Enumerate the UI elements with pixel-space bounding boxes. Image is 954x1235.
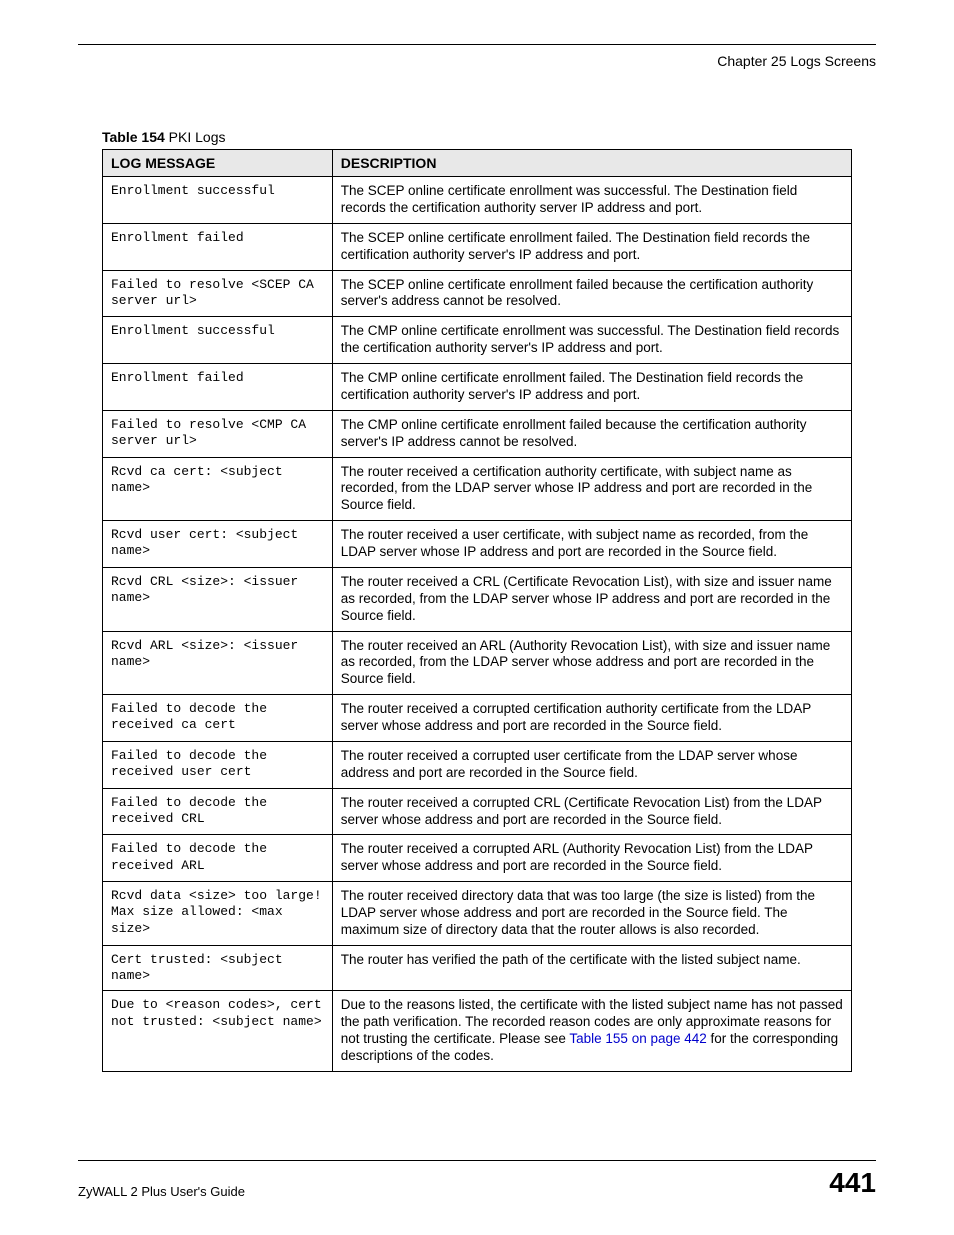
- log-message-cell: Enrollment successful: [103, 177, 333, 224]
- table-row: Failed to decode the received ca cert Th…: [103, 695, 852, 742]
- log-message-cell: Cert trusted: <subject name>: [103, 945, 333, 991]
- table-row: Rcvd data <size> too large! Max size all…: [103, 882, 852, 946]
- log-message-cell: Rcvd user cert: <subject name>: [103, 521, 333, 568]
- log-message-cell: Due to <reason codes>, cert not trusted:…: [103, 991, 333, 1072]
- col-log-message: LOG MESSAGE: [103, 150, 333, 177]
- description-cell: The router received an ARL (Authority Re…: [332, 631, 851, 695]
- table-row: Rcvd user cert: <subject name> The route…: [103, 521, 852, 568]
- description-cell: The SCEP online certificate enrollment w…: [332, 177, 851, 224]
- description-cell: The CMP online certificate enrollment fa…: [332, 364, 851, 411]
- log-message-cell: Failed to decode the received CRL: [103, 788, 333, 835]
- description-cell: The router received directory data that …: [332, 882, 851, 946]
- description-cell: The router received a corrupted user cer…: [332, 741, 851, 788]
- table-caption: Table 154 PKI Logs: [102, 129, 876, 145]
- page-footer: ZyWALL 2 Plus User's Guide 441: [78, 1160, 876, 1199]
- description-cell: The CMP online certificate enrollment fa…: [332, 410, 851, 457]
- log-message-cell: Failed to decode the received ARL: [103, 835, 333, 882]
- description-cell: The CMP online certificate enrollment wa…: [332, 317, 851, 364]
- footer-rule: [78, 1160, 876, 1161]
- log-message-cell: Failed to decode the received ca cert: [103, 695, 333, 742]
- table-row: Failed to decode the received CRL The ro…: [103, 788, 852, 835]
- description-cell: The SCEP online certificate enrollment f…: [332, 223, 851, 270]
- table-number: Table 154: [102, 129, 165, 145]
- table-row: Rcvd ca cert: <subject name> The router …: [103, 457, 852, 521]
- col-description: DESCRIPTION: [332, 150, 851, 177]
- log-message-cell: Rcvd data <size> too large! Max size all…: [103, 882, 333, 946]
- log-message-cell: Enrollment failed: [103, 364, 333, 411]
- description-cell: The router received a corrupted ARL (Aut…: [332, 835, 851, 882]
- log-message-cell: Rcvd ARL <size>: <issuer name>: [103, 631, 333, 695]
- description-cell: The SCEP online certificate enrollment f…: [332, 270, 851, 317]
- log-message-cell: Failed to resolve <CMP CA server url>: [103, 410, 333, 457]
- footer-guide-name: ZyWALL 2 Plus User's Guide: [78, 1184, 245, 1199]
- table-row: Enrollment successful The SCEP online ce…: [103, 177, 852, 224]
- cross-reference-link[interactable]: Table 155 on page 442: [569, 1031, 706, 1046]
- table-row: Rcvd ARL <size>: <issuer name> The route…: [103, 631, 852, 695]
- table-row: Cert trusted: <subject name> The router …: [103, 945, 852, 991]
- header-rule: [78, 44, 876, 45]
- table-row: Rcvd CRL <size>: <issuer name> The route…: [103, 567, 852, 631]
- table-row: Failed to resolve <CMP CA server url> Th…: [103, 410, 852, 457]
- table-row: Enrollment failed The CMP online certifi…: [103, 364, 852, 411]
- page-number: 441: [829, 1167, 876, 1199]
- table-row: Due to <reason codes>, cert not trusted:…: [103, 991, 852, 1072]
- table-header-row: LOG MESSAGE DESCRIPTION: [103, 150, 852, 177]
- table-row: Failed to decode the received user cert …: [103, 741, 852, 788]
- description-cell: The router has verified the path of the …: [332, 945, 851, 991]
- table-row: Failed to decode the received ARL The ro…: [103, 835, 852, 882]
- description-cell: The router received a user certificate, …: [332, 521, 851, 568]
- table-title: PKI Logs: [165, 129, 226, 145]
- description-cell: The router received a certification auth…: [332, 457, 851, 521]
- log-message-cell: Enrollment successful: [103, 317, 333, 364]
- log-message-cell: Failed to decode the received user cert: [103, 741, 333, 788]
- chapter-header: Chapter 25 Logs Screens: [78, 53, 876, 69]
- description-cell: The router received a corrupted certific…: [332, 695, 851, 742]
- log-message-cell: Rcvd ca cert: <subject name>: [103, 457, 333, 521]
- description-cell: The router received a CRL (Certificate R…: [332, 567, 851, 631]
- table-row: Enrollment failed The SCEP online certif…: [103, 223, 852, 270]
- pki-logs-table: LOG MESSAGE DESCRIPTION Enrollment succe…: [102, 149, 852, 1072]
- log-message-cell: Enrollment failed: [103, 223, 333, 270]
- log-message-cell: Failed to resolve <SCEP CA server url>: [103, 270, 333, 317]
- table-row: Enrollment successful The CMP online cer…: [103, 317, 852, 364]
- description-cell: Due to the reasons listed, the certifica…: [332, 991, 851, 1072]
- log-message-cell: Rcvd CRL <size>: <issuer name>: [103, 567, 333, 631]
- description-cell: The router received a corrupted CRL (Cer…: [332, 788, 851, 835]
- table-row: Failed to resolve <SCEP CA server url> T…: [103, 270, 852, 317]
